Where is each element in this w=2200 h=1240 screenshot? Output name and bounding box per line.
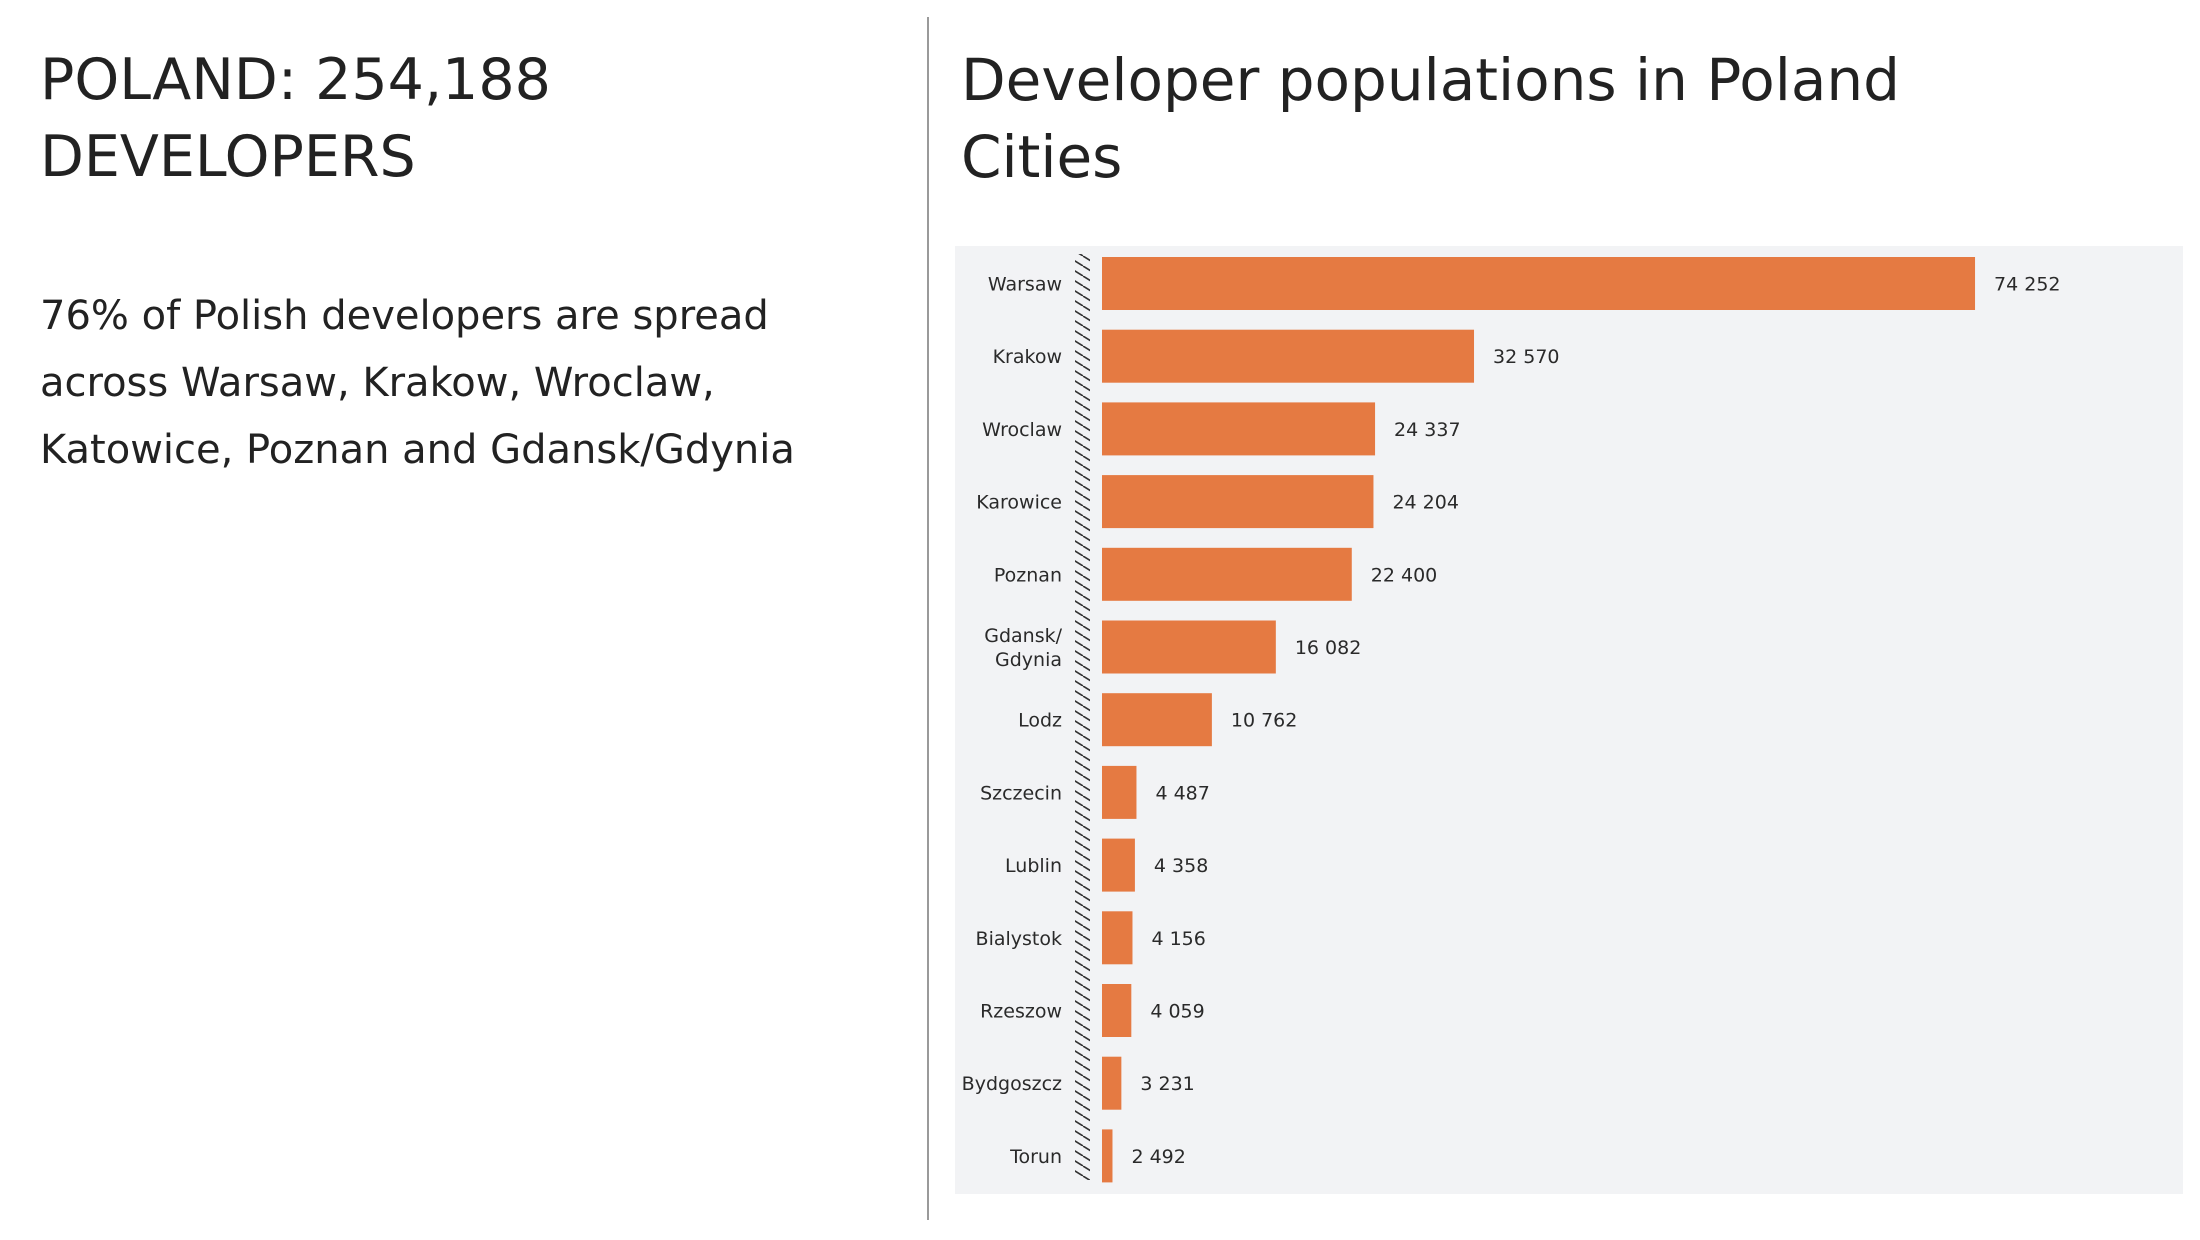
bar-warsaw bbox=[1102, 257, 1976, 310]
bar-poznan bbox=[1102, 547, 1352, 601]
category-label: Krakow bbox=[993, 346, 1062, 368]
category-label: Rzeszow bbox=[980, 1001, 1062, 1023]
vertical-divider bbox=[927, 17, 929, 1220]
category-label: Wroclaw bbox=[982, 419, 1062, 441]
value-label: 32 570 bbox=[1493, 346, 1559, 368]
value-label: 10 762 bbox=[1231, 710, 1297, 732]
value-label: 22 400 bbox=[1371, 564, 1437, 586]
category-label: Karowice bbox=[976, 492, 1062, 514]
bar-karowice bbox=[1102, 475, 1374, 529]
value-label: 4 487 bbox=[1155, 782, 1209, 804]
axis-break-hatch bbox=[1075, 254, 1090, 1180]
bar-wroclaw bbox=[1102, 402, 1376, 456]
value-label: 4 156 bbox=[1151, 928, 1205, 950]
category-label: Poznan bbox=[994, 564, 1062, 586]
category-label: Warsaw bbox=[988, 274, 1062, 296]
bar-gdanskgdynia bbox=[1102, 620, 1276, 674]
value-label: 74 252 bbox=[1994, 274, 2060, 296]
summary-line-3: Katowice, Poznan and Gdansk/Gdynia bbox=[40, 427, 795, 473]
value-label: 4 358 bbox=[1154, 855, 1208, 877]
bar-szczecin bbox=[1102, 765, 1137, 819]
value-label: 4 059 bbox=[1150, 1001, 1204, 1023]
headline-line-1: POLAND: 254,188 bbox=[40, 47, 551, 113]
category-label: Lublin bbox=[1005, 855, 1062, 877]
chart-title: Developer populations in Poland Cities bbox=[961, 42, 2081, 196]
category-label: Gdansk/Gdynia bbox=[984, 625, 1062, 671]
category-label: Bialystok bbox=[976, 928, 1062, 950]
bar-lodz bbox=[1102, 693, 1212, 747]
value-label: 3 231 bbox=[1140, 1073, 1194, 1095]
bar-rzeszow bbox=[1102, 984, 1132, 1037]
chart-area: 74 252 Warsaw 32 570 Krakow 24 337 Wroclaw 24 … bbox=[955, 246, 2183, 1194]
bar-lublin bbox=[1102, 838, 1135, 892]
category-label: Lodz bbox=[1018, 710, 1062, 732]
headline-line-2: DEVELOPERS bbox=[40, 124, 416, 190]
category-label: Torun bbox=[1009, 1146, 1062, 1168]
bar-krakow bbox=[1102, 329, 1475, 383]
value-label: 2 492 bbox=[1131, 1146, 1185, 1168]
category-label: Szczecin bbox=[980, 782, 1062, 804]
bar-bydgoszcz bbox=[1102, 1056, 1122, 1110]
bar-bialystok bbox=[1102, 911, 1133, 965]
value-label: 16 082 bbox=[1295, 637, 1361, 659]
bar-chart: 74 252 Warsaw 32 570 Krakow 24 337 Wroclaw 24 … bbox=[962, 254, 2061, 1183]
summary-line-1: 76% of Polish developers are spread bbox=[40, 293, 769, 339]
value-label: 24 337 bbox=[1394, 419, 1460, 441]
summary-line-2: across Warsaw, Krakow, Wroclaw, bbox=[40, 360, 715, 406]
category-label: Bydgoszcz bbox=[962, 1073, 1062, 1095]
summary-text: 76% of Polish developers are spread acro… bbox=[40, 283, 910, 484]
bar-torun bbox=[1102, 1129, 1113, 1183]
value-label: 24 204 bbox=[1392, 492, 1458, 514]
chart-title-line-1: Developer populations in Poland bbox=[961, 46, 1900, 114]
chart-title-line-2: Cities bbox=[961, 123, 1123, 191]
headline-total-developers: POLAND: 254,188 DEVELOPERS bbox=[40, 42, 900, 196]
